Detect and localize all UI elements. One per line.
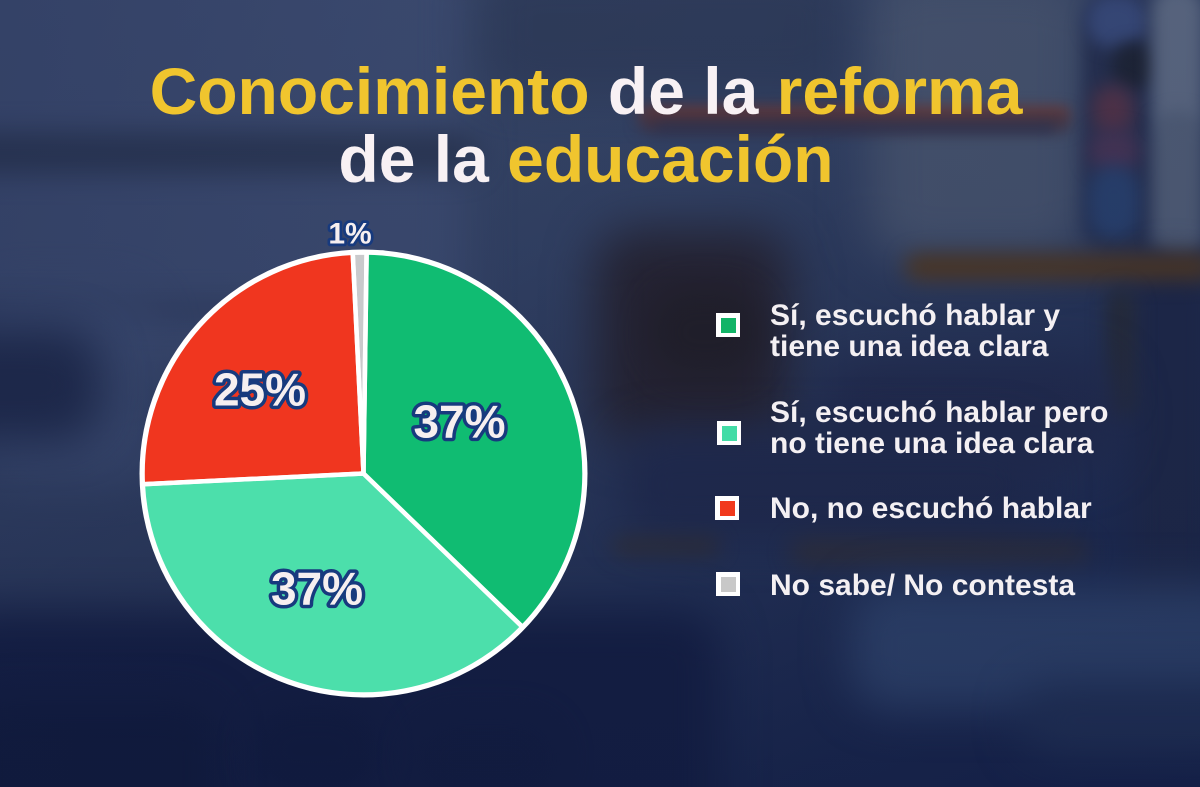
svg-text:1%: 1% (328, 217, 371, 250)
svg-text:25%: 25% (214, 364, 306, 416)
svg-text:37%: 37% (413, 395, 505, 447)
svg-text:37%: 37% (271, 562, 363, 614)
